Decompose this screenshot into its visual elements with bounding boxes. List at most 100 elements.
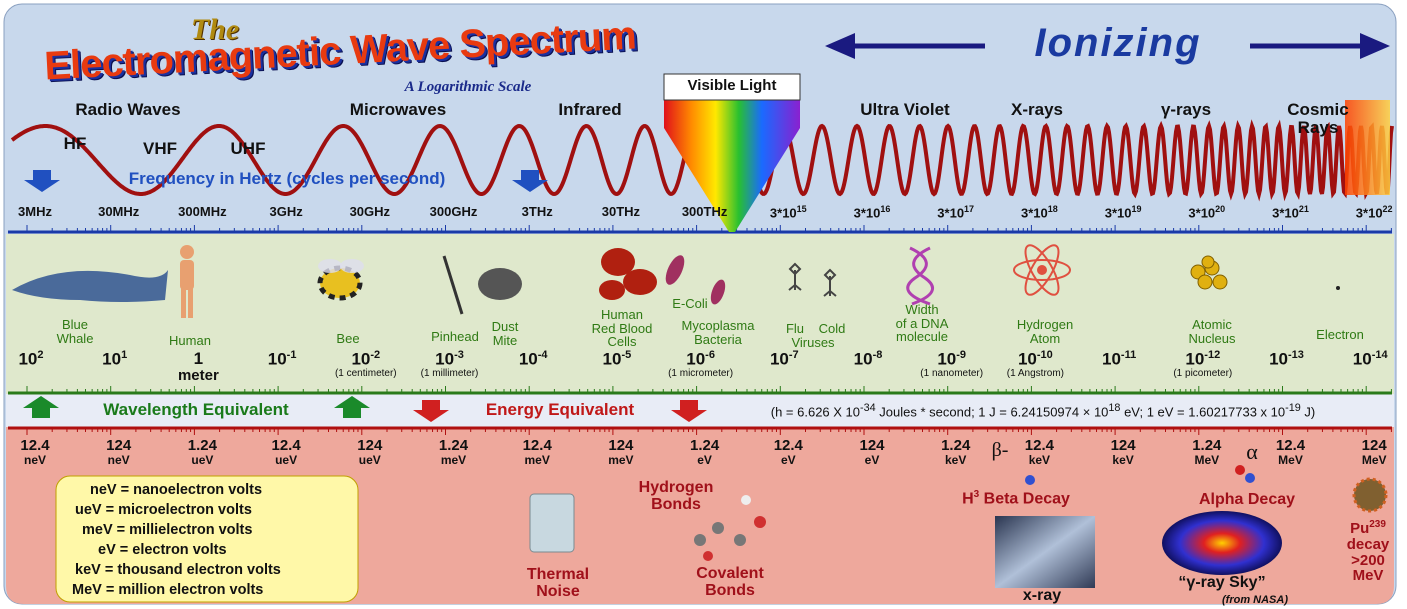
energy-value: 1.24 <box>187 437 217 454</box>
object-label: Viruses <box>791 335 835 350</box>
wavelength-base: 10 <box>853 349 873 369</box>
frequency-text: 3*10 <box>937 205 965 221</box>
wavelength-base: 10 <box>769 349 789 369</box>
wavelength-label: 10-14 <box>1352 349 1388 369</box>
energy-unit: keV <box>945 452 967 467</box>
frequency-label: 30GHz <box>350 205 390 219</box>
frequency-text: 3GHz <box>269 204 303 219</box>
tick-group <box>26 225 1392 435</box>
frequency-label: 3*1020 <box>1188 204 1226 221</box>
frequency-text: 3*10 <box>769 205 797 221</box>
energy-unit: eV <box>780 452 796 467</box>
energy-label: 1.24 eV <box>690 438 719 466</box>
frequency-text: 3*10 <box>1188 205 1216 221</box>
wavelength-note: (1 picometer) <box>1173 367 1233 379</box>
wavelength-label: 10-3 (1 millimeter) <box>421 349 479 379</box>
bee <box>317 259 364 301</box>
energy-value: 124 <box>608 437 634 454</box>
beta-symbol: β- <box>991 439 1009 461</box>
wavelength-label: 10-10 (1 Angstrom) <box>1007 349 1064 379</box>
frequency-exp: 16 <box>880 204 891 214</box>
object-label: Mycoplasma Bacteria <box>681 318 755 347</box>
energy-label: 12.4 MeV <box>1276 438 1305 466</box>
formula-text: Joules * second; 1 J = 6.24150974 × 10 <box>875 404 1109 420</box>
wavelength-base: 10 <box>435 349 455 369</box>
legend-entry: meV = millielectron volts <box>82 522 253 538</box>
legend-entry: ueV = microelectron volts <box>75 502 252 518</box>
frequency-text: 3*10 <box>1021 205 1048 221</box>
wavelength-label: 101 <box>102 349 128 369</box>
wavelength-note: (1 micrometer) <box>668 367 734 379</box>
visible-box <box>663 73 801 101</box>
object-label: Cold <box>818 321 846 336</box>
object-label: Pinhead <box>431 329 479 344</box>
wavelength-base: 1 <box>193 349 204 368</box>
wavelength-note: (1 centimeter) <box>334 367 397 379</box>
energy-value: 124 <box>106 437 132 454</box>
formula-text: J) <box>1300 404 1316 420</box>
ionizing: Ionizing <box>1034 21 1202 65</box>
wavelength-base: 10 <box>518 349 538 369</box>
wavelength-label: 10-9 (1 nanometer) <box>920 349 983 379</box>
wavelength-label: 10-4 <box>518 349 548 369</box>
formula-sup: -19 <box>1285 402 1301 414</box>
decay-particles <box>1025 465 1255 485</box>
blood-cells <box>599 248 657 300</box>
frequency-label: 3GHz <box>269 205 302 219</box>
viruses <box>788 262 837 297</box>
legend-entry: keV = thousand electron volts <box>75 562 281 578</box>
beta-decay-sup: 3 <box>973 489 980 500</box>
wavelength-base: 10 <box>937 349 957 369</box>
whale <box>12 270 168 302</box>
frequency-label: 3*1021 <box>1272 204 1309 221</box>
frequency-exp: 20 <box>1215 204 1226 214</box>
object-label: Electron <box>1316 327 1364 342</box>
legend-entry: neV = nanoelectron volts <box>90 482 263 498</box>
title-the: The <box>190 13 240 46</box>
energy-unit: ueV <box>191 452 214 467</box>
formula: (h = 6.626 X 10-34 Joules * second; 1 J … <box>770 402 1316 420</box>
frequency-text: 3*10 <box>853 205 881 221</box>
energy-label: 12.4 eV <box>774 438 803 466</box>
wavelength-base: 10 <box>1352 349 1372 369</box>
frequency-text: 3*10 <box>1272 205 1299 221</box>
band-label: Visible Light <box>687 77 777 94</box>
wavelength-base: 10 <box>18 349 38 369</box>
band-label: Ultra Violet <box>860 100 950 119</box>
wavelength-label: 10-1 <box>268 349 297 369</box>
object-label: Hydrogen Atom <box>1016 317 1074 346</box>
thermal-noise: Thermal Noise <box>526 566 590 600</box>
band-label: Microwaves <box>349 100 447 119</box>
radio-sub: UHF <box>230 139 266 158</box>
frequency-text: 3*10 <box>1355 205 1383 221</box>
frequency-exp: 22 <box>1382 204 1393 214</box>
legend-box <box>55 475 359 603</box>
wavelength-exp: 1 <box>121 349 128 361</box>
wavelength-label: 1 meter <box>178 350 219 384</box>
band-label: γ-rays <box>1160 100 1212 119</box>
energy-unit: MeV <box>1194 452 1220 467</box>
gamma-sky <box>1162 511 1282 575</box>
energy-unit: keV <box>1028 452 1051 467</box>
wavelength-label: 10-7 <box>769 349 799 369</box>
xray-image <box>995 516 1095 588</box>
wavelength-exp: -7 <box>788 349 799 361</box>
frequency-text: 30MHz <box>98 204 140 219</box>
wavelength-exp: -14 <box>1371 349 1388 361</box>
from-nasa: (from NASA) <box>1222 594 1288 606</box>
wavelength-base: 10 <box>1185 349 1205 369</box>
plutonium-decay-text: decay >200 MeV <box>1346 535 1390 585</box>
wavelength-exp: -8 <box>872 349 883 361</box>
frequency-label: 3*1018 <box>1021 204 1058 221</box>
dust-mite <box>478 268 522 300</box>
frequency-exp: 15 <box>796 204 807 214</box>
arrow-down <box>671 400 707 422</box>
arrow-up <box>334 396 370 418</box>
dna <box>906 246 935 306</box>
frequency-text: 3THz <box>521 204 553 219</box>
band-label: Infrared <box>558 100 622 119</box>
energy-unit: MeV <box>1278 452 1303 467</box>
frequency-text: 300MHz <box>178 204 227 219</box>
formula-text: (h = 6.626 X 10 <box>770 404 861 420</box>
subtitle: A Logarithmic Scale <box>404 79 532 95</box>
